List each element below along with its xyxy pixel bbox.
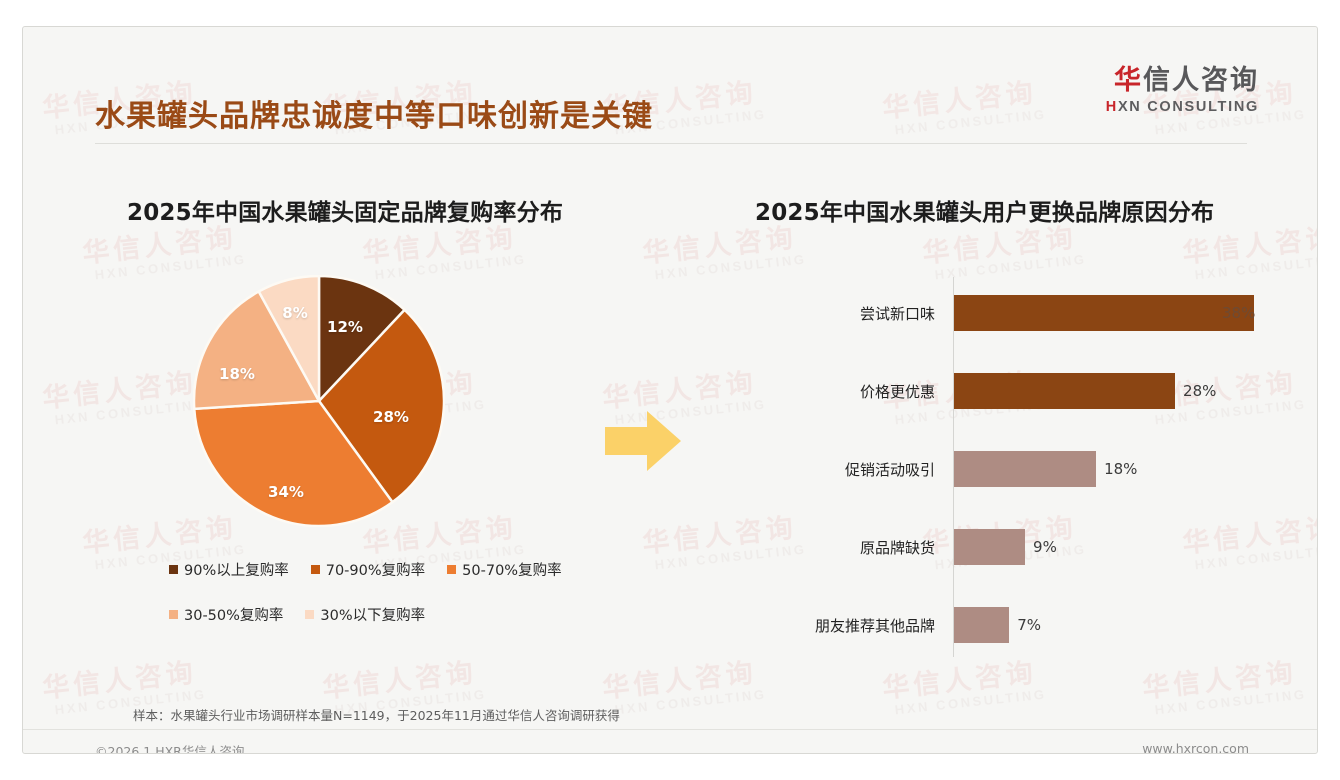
bar-category-label: 促销活动吸引 <box>844 460 935 479</box>
logo-accent-char: 华 <box>1114 65 1143 96</box>
watermark-english: HXN CONSULTING <box>1154 686 1308 718</box>
bar-track: 7% <box>954 607 1293 643</box>
bar-track: 38% <box>954 295 1293 331</box>
pie-slice-label: 8% <box>282 304 308 322</box>
watermark-english: HXN CONSULTING <box>894 686 1048 718</box>
pie-chart-svg <box>192 274 446 528</box>
bar-chart-title: 2025年中国水果罐头用户更换品牌原因分布 <box>755 200 1215 226</box>
pie-slice-label: 12% <box>327 318 363 336</box>
pie-legend-item[interactable]: 90%以上复购率 <box>169 559 289 580</box>
pie-legend-item[interactable]: 70-90%复购率 <box>310 559 426 580</box>
bar-chart-row: 尝试新口味 38% <box>753 295 1293 331</box>
pie-legend-item[interactable]: 30-50%复购率 <box>169 604 283 625</box>
pie-legend-item[interactable]: 30%以下复购率 <box>305 604 425 625</box>
pie-slice-label: 34% <box>268 483 304 501</box>
bar-fill[interactable] <box>954 607 1010 643</box>
bar-category-label: 朋友推荐其他品牌 <box>814 616 935 635</box>
legend-color-swatch <box>169 565 178 574</box>
bar-value-label: 38% <box>1222 304 1256 322</box>
pie-chart-title: 2025年中国水果罐头固定品牌复购率分布 <box>127 200 564 226</box>
pie-slice <box>192 399 395 528</box>
bar-track: 28% <box>954 373 1293 409</box>
bar-value-label: 18% <box>1104 460 1138 478</box>
pie-slice <box>192 289 322 411</box>
header-divider <box>95 143 1247 144</box>
watermark-english: HXN CONSULTING <box>614 686 768 718</box>
pie-legend-item[interactable]: 50-70%复购率 <box>447 559 562 580</box>
legend-color-swatch <box>169 610 178 619</box>
logo-en-rest: XN CONSULTING <box>1117 98 1259 115</box>
bar-chart-panel: 2025年中国水果罐头用户更换品牌原因分布 尝试新口味 38% 价格更优惠 28% 促销… <box>713 177 1293 677</box>
bar-fill[interactable] <box>954 529 1026 565</box>
arrow-right-svg <box>605 411 681 471</box>
bar-value-label: 7% <box>1017 616 1042 634</box>
legend-color-swatch <box>305 610 315 619</box>
pie-chart-panel: 2025年中国水果罐头固定品牌复购率分布 12% 28% 34% 18% 8% 90%以… <box>83 177 653 677</box>
arrow-right-icon <box>601 405 685 477</box>
legend-item-label: 90%以上复购率 <box>184 563 289 579</box>
pie-slice <box>317 308 446 504</box>
pie-legend-row: 90%以上复购率 70-90%复购率 50-70%复购率 <box>169 559 639 580</box>
pie-slice <box>257 274 321 402</box>
legend-item-label: 30-50%复购率 <box>184 608 284 624</box>
bar-chart-row: 促销活动吸引 18% <box>753 451 1293 487</box>
legend-color-swatch <box>310 565 320 574</box>
bar-fill[interactable] <box>954 295 1254 331</box>
footer-divider <box>23 729 1317 730</box>
pie-chart: 12% 28% 34% 18% 8% <box>192 274 446 528</box>
source-footnote: 样本：水果罐头行业市场调研样本量N=1149，于2025年11月通过华信人咨询调… <box>133 708 620 723</box>
bar-category-label: 价格更优惠 <box>859 382 935 401</box>
logo-chinese-rest: 信人咨询 <box>1143 65 1259 96</box>
bar-track: 9% <box>954 529 1293 565</box>
bar-chart-row: 原品牌缺货 9% <box>753 529 1293 565</box>
legend-color-swatch <box>447 565 457 574</box>
bar-track: 18% <box>954 451 1293 487</box>
bar-category-label: 原品牌缺货 <box>859 538 935 557</box>
slide-header: 水果罐头品牌忠诚度中等口味创新是关键 华信人咨询 HXN CONSULTING <box>23 27 1317 151</box>
logo-english-text: HXN CONSULTING <box>1106 99 1259 115</box>
bar-value-label: 9% <box>1033 538 1057 556</box>
page-title: 水果罐头品牌忠诚度中等口味创新是关键 <box>95 99 653 134</box>
pie-legend-row: 30-50%复购率 30%以下复购率 <box>169 604 639 625</box>
footer-website: www.hxrcon.com <box>1142 741 1249 754</box>
footer-copyright: ©2026.1 HXR华信人咨询 <box>95 744 245 754</box>
legend-item-label: 50-70%复购率 <box>462 563 562 579</box>
bar-chart-row: 价格更优惠 28% <box>753 373 1293 409</box>
legend-item-label: 30%以下复购率 <box>320 608 426 624</box>
bar-chart-row: 朋友推荐其他品牌 7% <box>753 607 1293 643</box>
bar-fill[interactable] <box>954 451 1097 487</box>
slide-card: 华信人咨询 HXN CONSULTING 华信人咨询 HXN CONSULTING 华信… <box>22 26 1318 754</box>
pie-legend: 90%以上复购率 70-90%复购率 50-70%复购率 30-50%复购率 30%以… <box>169 559 639 649</box>
pie-slice-label: 18% <box>219 365 255 383</box>
logo-chinese-text: 华信人咨询 <box>1106 65 1259 97</box>
logo-en-accent-char: H <box>1105 98 1118 115</box>
legend-item-label: 70-90%复购率 <box>325 563 426 579</box>
bar-chart: 尝试新口味 38% 价格更优惠 28% 促销活动吸引 18% 原品牌缺货 9% 朋友推荐其他品牌… <box>753 277 1293 657</box>
pie-slice <box>317 274 407 405</box>
bar-fill[interactable] <box>954 373 1176 409</box>
bar-chart-axis-line <box>953 277 954 657</box>
bar-category-label: 尝试新口味 <box>859 304 935 323</box>
pie-slice-label: 28% <box>373 408 409 426</box>
company-logo: 华信人咨询 HXN CONSULTING <box>1106 65 1259 115</box>
bar-value-label: 28% <box>1183 382 1217 400</box>
